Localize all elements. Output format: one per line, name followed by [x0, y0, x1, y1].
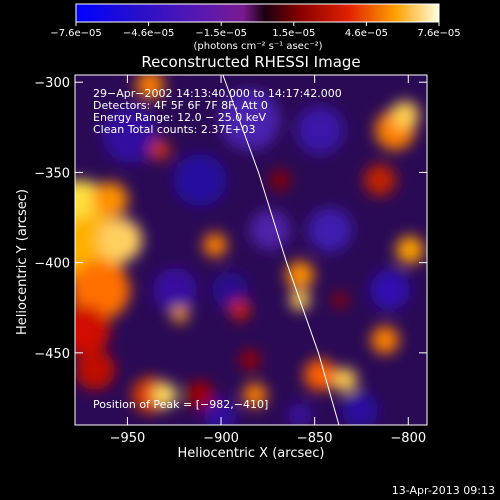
x-tick-label: −800 [390, 431, 426, 446]
heatmap-blob [270, 170, 290, 190]
footer-timestamp: 13-Apr-2013 09:13 [392, 484, 495, 497]
heatmap-blob [332, 292, 348, 308]
heatmap-blob [98, 218, 142, 262]
heatmap-blob [220, 90, 280, 150]
heatmap-blob [364, 164, 396, 196]
y-tick-label: −400 [34, 257, 70, 272]
y-tick-label: −300 [34, 76, 70, 91]
heatmap-blob [153, 383, 177, 407]
heatmap-blob [203, 233, 227, 257]
heatmap-blob [204, 399, 236, 425]
heatmap-blob [308, 208, 352, 252]
heatmap-blob [102, 107, 158, 163]
heatmap-blob [186, 381, 214, 409]
heatmap-blob [240, 350, 260, 370]
heatmap-blob [153, 268, 197, 312]
heatmap-blob [174, 154, 226, 206]
heatmap-blob [92, 182, 128, 218]
heatmap-blob [250, 210, 290, 250]
annotation-line: Detectors: 4F 5F 6F 7F 8F, Att 0 [93, 99, 268, 112]
colorbar-tick-label: −4.6e−05 [123, 28, 175, 39]
peak-position-label: Position of Peak = [−982,−410] [93, 398, 268, 411]
x-tick-label: −900 [203, 431, 239, 446]
heatmap-blob [243, 383, 267, 407]
annotation-line: 29−Apr−2002 14:13:40.000 to 14:17:42.000 [93, 87, 342, 100]
annotations: 29−Apr−2002 14:13:40.000 to 14:17:42.000… [93, 87, 342, 136]
heatmap-blob [172, 307, 188, 323]
heatmap-blob [288, 403, 312, 425]
plot-frame [74, 74, 428, 426]
heatmap-blob [296, 106, 344, 154]
heatmap-blob [391, 101, 419, 129]
y-axis-label: Heliocentric Y (arcsec) [15, 189, 30, 335]
heatmap-image [75, 75, 427, 425]
annotation-line: Clean Total counts: 2.37E+03 [93, 123, 256, 136]
colorbar-tick-label: −1.5e−05 [195, 28, 247, 39]
heatmap-blob [230, 300, 250, 320]
heatmap-blob [371, 326, 399, 354]
heatmap-blob [75, 305, 110, 355]
colorbar-unit-label: (photons cm⁻² s⁻¹ asec⁻²) [193, 41, 322, 52]
heatmap-blob [75, 350, 115, 390]
heatmap-blob [370, 270, 410, 310]
colorbar-tick-label: −7.6e−05 [50, 28, 102, 39]
y-axis: −300 −350 −400 −450 [34, 76, 427, 362]
heatmap-blob [333, 368, 357, 392]
x-tick-label: −950 [110, 431, 146, 446]
colorbar-tick-label: 1.5e−05 [272, 28, 315, 39]
heatmap-blob [75, 260, 130, 320]
solar-limb-line [222, 75, 340, 425]
heatmap-blob [304, 359, 336, 391]
heatmap-blob [212, 272, 248, 308]
x-tick-label: −850 [297, 431, 333, 446]
y-tick-label: −450 [34, 347, 70, 362]
colorbar-tick-label: 4.6e−05 [345, 28, 388, 39]
x-axis: −950 −900 −850 −800 [110, 75, 426, 446]
heatmap-blob [136, 75, 164, 99]
annotation-line: Energy Range: 12.0 − 25.0 keV [93, 111, 267, 124]
heatmap-blob [150, 140, 170, 160]
colorbar-tick-label: 7.6e−05 [417, 28, 460, 39]
chart-title: Reconstructed RHESSI Image [141, 53, 360, 71]
heatmap-blob [342, 392, 378, 425]
colorbar-gradient [75, 3, 440, 23]
colorbar: −7.6e−05 −4.6e−05 −1.5e−05 1.5e−05 4.6e−05 7.… [50, 3, 461, 52]
y-tick-label: −350 [34, 166, 70, 181]
x-axis-label: Heliocentric X (arcsec) [178, 446, 325, 461]
heatmap-blob [396, 236, 424, 264]
heatmap-blob [286, 261, 314, 289]
